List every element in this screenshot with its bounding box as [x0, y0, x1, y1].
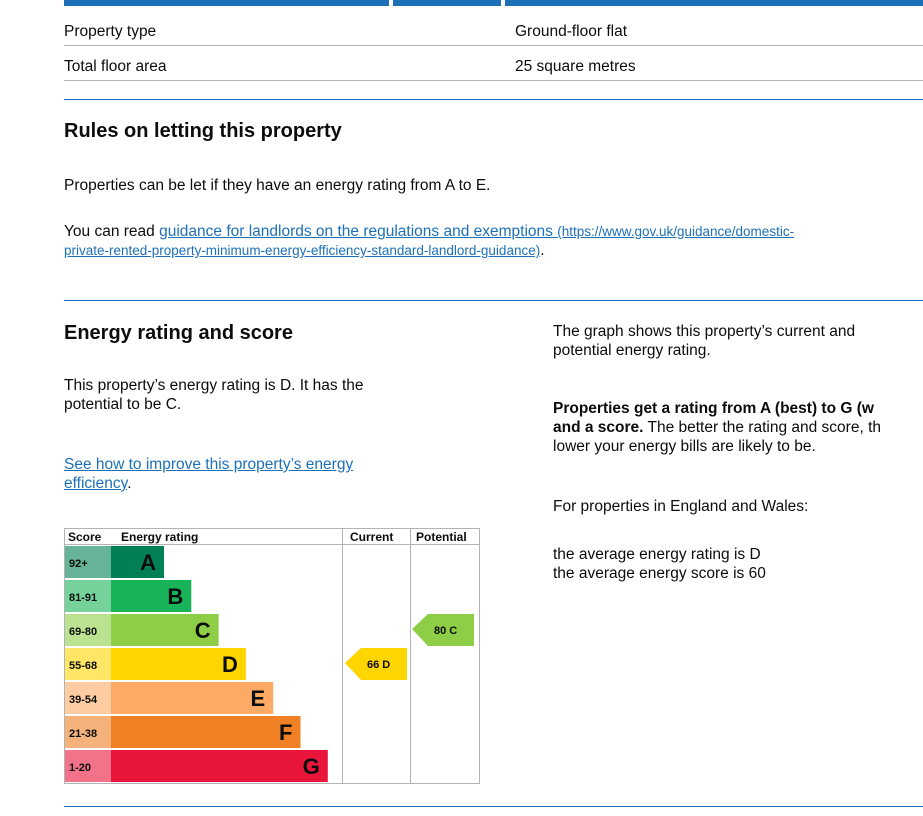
energy-heading: Energy rating and score [64, 322, 293, 344]
band-letter: F [279, 720, 292, 745]
table-row: Property type Ground-floor flat [64, 19, 923, 46]
chart-header-potential: Potential [416, 530, 467, 544]
band-score-cell [65, 580, 111, 612]
current-rating-arrow [345, 648, 407, 680]
band-score-label: 21-38 [69, 728, 97, 740]
band-score-cell [65, 546, 111, 578]
letting-heading: Rules on letting this property [64, 120, 342, 142]
chart-header-rating: Energy rating [121, 530, 198, 544]
band-score-label: 39-54 [69, 694, 98, 706]
band-score-cell [65, 750, 111, 782]
table-row: Total floor area 25 square metres [64, 54, 923, 81]
energy-rating-chart: Score Energy rating Current Potential 92… [64, 528, 480, 784]
band-bar-c [111, 614, 219, 646]
row-value: Ground-floor flat [515, 23, 627, 40]
potential-rating-arrow [412, 614, 474, 646]
band-letter: B [167, 584, 183, 609]
average-score: the average energy score is 60 [553, 565, 766, 582]
graph-explanation: The graph shows this property’s current … [553, 323, 856, 359]
row-value: 25 square metres [515, 58, 636, 75]
improve-link[interactable]: See how to improve this property’s energ… [64, 456, 354, 492]
region-note: For properties in England and Wales: [553, 498, 809, 515]
band-score-label: 55-68 [69, 660, 97, 672]
band-score-label: 69-80 [69, 626, 97, 638]
band-score-cell [65, 648, 111, 680]
band-score-cell [65, 682, 111, 714]
band-letter: A [140, 550, 156, 575]
band-score-label: 92+ [69, 558, 88, 570]
potential-rating-label: 80 C [434, 625, 457, 637]
chart-header-score: Score [68, 530, 102, 544]
band-score-cell [65, 614, 111, 646]
rating-statement: This property’s energy rating is D. It h… [64, 377, 364, 413]
improve-paragraph: See how to improve this property’s energ… [64, 456, 354, 492]
letting-intro: Properties can be let if they have an en… [64, 177, 491, 194]
band-letter: G [303, 754, 320, 779]
current-rating-label: 66 D [367, 659, 390, 671]
band-bar-a [111, 546, 164, 578]
band-bar-g [111, 750, 328, 782]
section-divider [64, 300, 923, 301]
band-bar-b [111, 580, 192, 612]
section-divider [64, 99, 923, 100]
guidance-paragraph: You can read guidance for landlords on t… [64, 223, 795, 259]
section-divider [64, 806, 923, 807]
band-letter: E [251, 686, 266, 711]
chart-header-current: Current [350, 530, 393, 544]
chart-frame [64, 528, 480, 784]
band-score-label: 81-91 [69, 592, 97, 604]
guidance-prefix: You can read [64, 223, 160, 240]
rating-explanation: Properties get a rating from A (best) to… [553, 400, 881, 455]
averages-note: the average energy rating is D the averag… [553, 545, 923, 583]
band-bar-f [111, 716, 301, 748]
band-score-cell [65, 716, 111, 748]
band-letter: C [195, 618, 211, 643]
band-score-label: 1-20 [69, 762, 91, 774]
guidance-link[interactable]: guidance for landlords on the regulation… [64, 223, 795, 258]
row-label: Total floor area [64, 58, 167, 75]
row-label: Property type [64, 23, 157, 40]
table-top-border [0, 0, 923, 6]
band-bar-d [111, 648, 246, 680]
band-bar-e [111, 682, 274, 714]
average-rating: the average energy rating is D [553, 546, 761, 563]
band-letter: D [222, 652, 238, 677]
